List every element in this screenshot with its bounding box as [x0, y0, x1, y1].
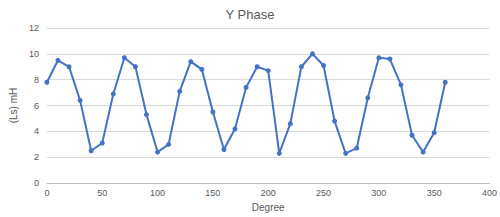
svg-text:100: 100 — [150, 188, 165, 198]
svg-text:0: 0 — [34, 178, 39, 188]
svg-text:10: 10 — [29, 49, 39, 59]
svg-text:400: 400 — [482, 188, 497, 198]
svg-text:250: 250 — [316, 188, 331, 198]
svg-text:Degree: Degree — [252, 202, 285, 213]
svg-text:50: 50 — [97, 188, 107, 198]
svg-text:(Ls) mH: (Ls) mH — [8, 88, 19, 124]
svg-text:2: 2 — [34, 152, 39, 162]
svg-text:12: 12 — [29, 23, 39, 33]
svg-text:200: 200 — [261, 188, 276, 198]
svg-text:300: 300 — [371, 188, 386, 198]
svg-text:4: 4 — [34, 126, 39, 136]
svg-text:350: 350 — [427, 188, 442, 198]
svg-text:8: 8 — [34, 75, 39, 85]
svg-text:0: 0 — [44, 188, 49, 198]
svg-text:150: 150 — [205, 188, 220, 198]
svg-text:Y Phase: Y Phase — [226, 7, 275, 22]
svg-text:6: 6 — [34, 101, 39, 111]
